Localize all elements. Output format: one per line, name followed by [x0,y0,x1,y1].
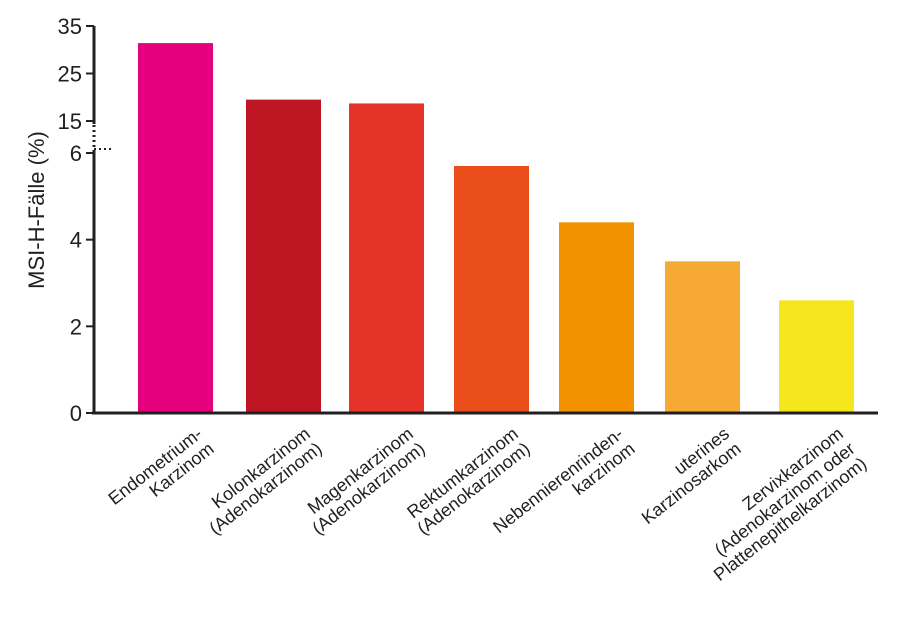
bar [779,300,854,413]
y-tick-label: 0 [70,401,82,426]
bar [246,99,321,413]
y-tick-label: 25 [58,62,82,87]
bar [138,43,213,413]
bar [454,166,529,413]
bar [665,261,740,413]
category-label: Endometrium-Karzinom [105,423,218,523]
category-labels-group: Endometrium-KarzinomKolonkarzinom(Adenok… [105,423,871,585]
y-ticks-group: 0 2 4 6 15 25 35 [58,14,94,426]
y-tick-label: 6 [70,141,82,166]
axes-group [92,26,878,415]
category-label: uterinesKarzinosarkom [626,423,745,528]
bars-group [138,43,854,414]
bar [559,222,634,413]
y-axis-label: MSI-H-Fälle (%) [24,131,49,289]
y-tick-label: 15 [58,109,82,134]
category-label: Kolonkarzinom(Adenokarzinom) [194,423,326,538]
category-label: Magenkarzinom(Adenokarzinom) [297,423,429,538]
y-tick-label: 4 [70,228,82,253]
y-tick-label: 35 [58,14,82,39]
y-tick-label: 2 [70,314,82,339]
bar [349,103,424,414]
